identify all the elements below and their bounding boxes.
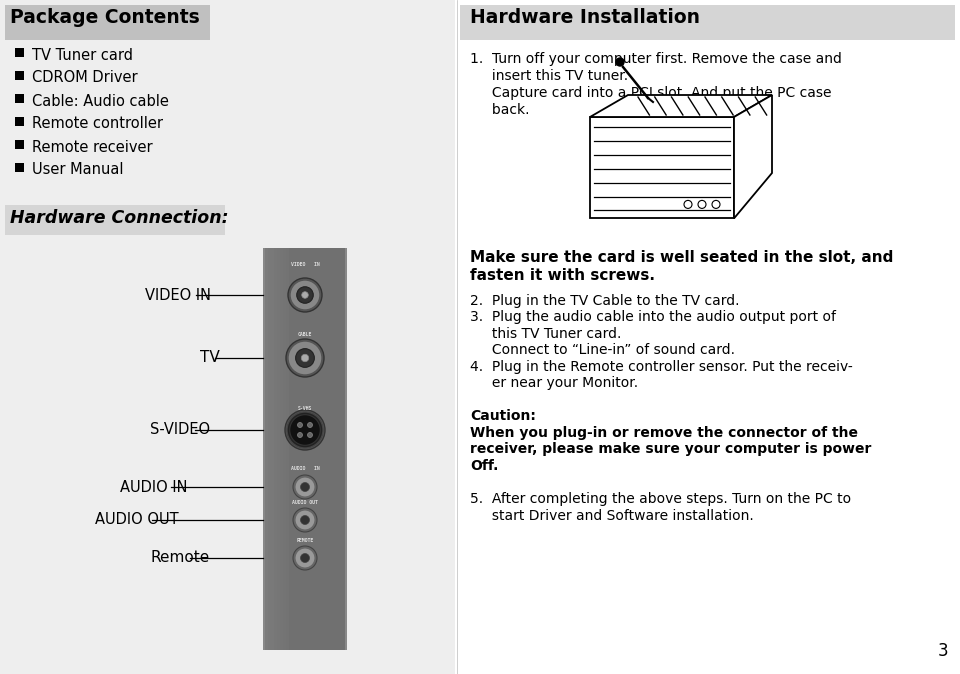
Text: 2.  Plug in the TV Cable to the TV card.: 2. Plug in the TV Cable to the TV card.: [470, 294, 739, 308]
Text: S-VIDEO: S-VIDEO: [150, 423, 210, 437]
Text: CDROM Driver: CDROM Driver: [32, 71, 137, 86]
Circle shape: [288, 341, 322, 375]
Bar: [263, 248, 347, 650]
Bar: [286, 248, 289, 650]
Text: TV Tuner card: TV Tuner card: [32, 47, 133, 63]
Bar: [15, 71, 24, 80]
Text: 4.  Plug in the Remote controller sensor. Put the receiv-: 4. Plug in the Remote controller sensor.…: [470, 360, 852, 374]
Polygon shape: [590, 117, 734, 218]
Circle shape: [290, 415, 321, 446]
Text: Connect to “Line-in” of sound card.: Connect to “Line-in” of sound card.: [470, 344, 735, 357]
Text: Cable: Audio cable: Cable: Audio cable: [32, 94, 169, 109]
Circle shape: [301, 355, 309, 362]
Circle shape: [295, 548, 315, 568]
Bar: [265, 248, 268, 650]
Text: AUDIO OUT: AUDIO OUT: [95, 512, 179, 528]
Circle shape: [300, 483, 309, 491]
Text: fasten it with screws.: fasten it with screws.: [470, 268, 655, 283]
Text: Off.: Off.: [470, 459, 498, 473]
Polygon shape: [734, 95, 772, 218]
Text: receiver, please make sure your computer is power: receiver, please make sure your computer…: [470, 443, 872, 456]
Text: S-VHS: S-VHS: [298, 406, 312, 410]
Bar: [280, 248, 283, 650]
Circle shape: [298, 423, 302, 427]
Bar: [15, 140, 24, 149]
Text: Package Contents: Package Contents: [10, 8, 200, 27]
Text: back.: back.: [470, 103, 530, 117]
Circle shape: [300, 553, 309, 563]
Polygon shape: [590, 95, 772, 117]
Text: start Driver and Software installation.: start Driver and Software installation.: [470, 508, 754, 522]
Text: insert this TV tuner.: insert this TV tuner.: [470, 69, 628, 83]
Circle shape: [293, 546, 317, 570]
Bar: [15, 117, 24, 126]
Text: Make sure the card is well seated in the slot, and: Make sure the card is well seated in the…: [470, 250, 894, 265]
Bar: [15, 163, 24, 172]
Circle shape: [307, 433, 313, 437]
Circle shape: [297, 286, 313, 303]
Bar: [271, 248, 274, 650]
Text: User Manual: User Manual: [32, 162, 124, 177]
Circle shape: [288, 278, 322, 312]
Circle shape: [298, 433, 302, 437]
Text: 3: 3: [937, 642, 948, 660]
Bar: [15, 48, 24, 57]
Text: Hardware Connection:: Hardware Connection:: [10, 209, 228, 227]
Circle shape: [287, 412, 323, 448]
Circle shape: [293, 475, 317, 499]
Circle shape: [300, 516, 309, 524]
Text: REMOTE: REMOTE: [297, 537, 314, 543]
Text: Caution:: Caution:: [470, 410, 536, 423]
Circle shape: [616, 58, 624, 66]
Text: 1.  Turn off your computer first. Remove the case and: 1. Turn off your computer first. Remove …: [470, 52, 842, 66]
Text: Remote controller: Remote controller: [32, 117, 163, 131]
Text: Capture card into a PCI slot. And put the PC case: Capture card into a PCI slot. And put th…: [470, 86, 831, 100]
Circle shape: [295, 510, 315, 530]
Circle shape: [301, 292, 308, 299]
Circle shape: [295, 477, 315, 497]
Text: AUDIO   IN: AUDIO IN: [291, 466, 320, 470]
Text: TV: TV: [200, 350, 220, 365]
Text: er near your Monitor.: er near your Monitor.: [470, 377, 638, 390]
Text: CABLE: CABLE: [298, 332, 312, 338]
Bar: [277, 248, 280, 650]
Text: When you plug-in or remove the connector of the: When you plug-in or remove the connector…: [470, 426, 858, 440]
Text: VIDEO IN: VIDEO IN: [145, 288, 211, 303]
Circle shape: [286, 339, 324, 377]
Bar: [274, 248, 277, 650]
Bar: [5, 5, 210, 40]
Bar: [15, 94, 24, 103]
Circle shape: [293, 508, 317, 532]
Text: AUDIO IN: AUDIO IN: [120, 479, 187, 495]
Text: Remote receiver: Remote receiver: [32, 140, 153, 154]
Bar: [283, 248, 286, 650]
Text: 5.  After completing the above steps. Turn on the PC to: 5. After completing the above steps. Tur…: [470, 492, 852, 506]
Bar: [268, 248, 271, 650]
Text: this TV Tuner card.: this TV Tuner card.: [470, 327, 621, 341]
Bar: [0, 0, 455, 674]
Text: Remote: Remote: [150, 551, 209, 565]
Text: AUDIO OUT: AUDIO OUT: [292, 501, 318, 506]
Text: Hardware Installation: Hardware Installation: [470, 8, 700, 27]
Bar: [460, 5, 955, 40]
Bar: [265, 248, 345, 650]
Bar: [5, 205, 225, 235]
Circle shape: [307, 423, 313, 427]
Text: VIDEO   IN: VIDEO IN: [291, 262, 320, 268]
Circle shape: [290, 280, 320, 310]
Circle shape: [296, 348, 314, 367]
Circle shape: [285, 410, 325, 450]
Text: 3.  Plug the audio cable into the audio output port of: 3. Plug the audio cable into the audio o…: [470, 311, 836, 324]
